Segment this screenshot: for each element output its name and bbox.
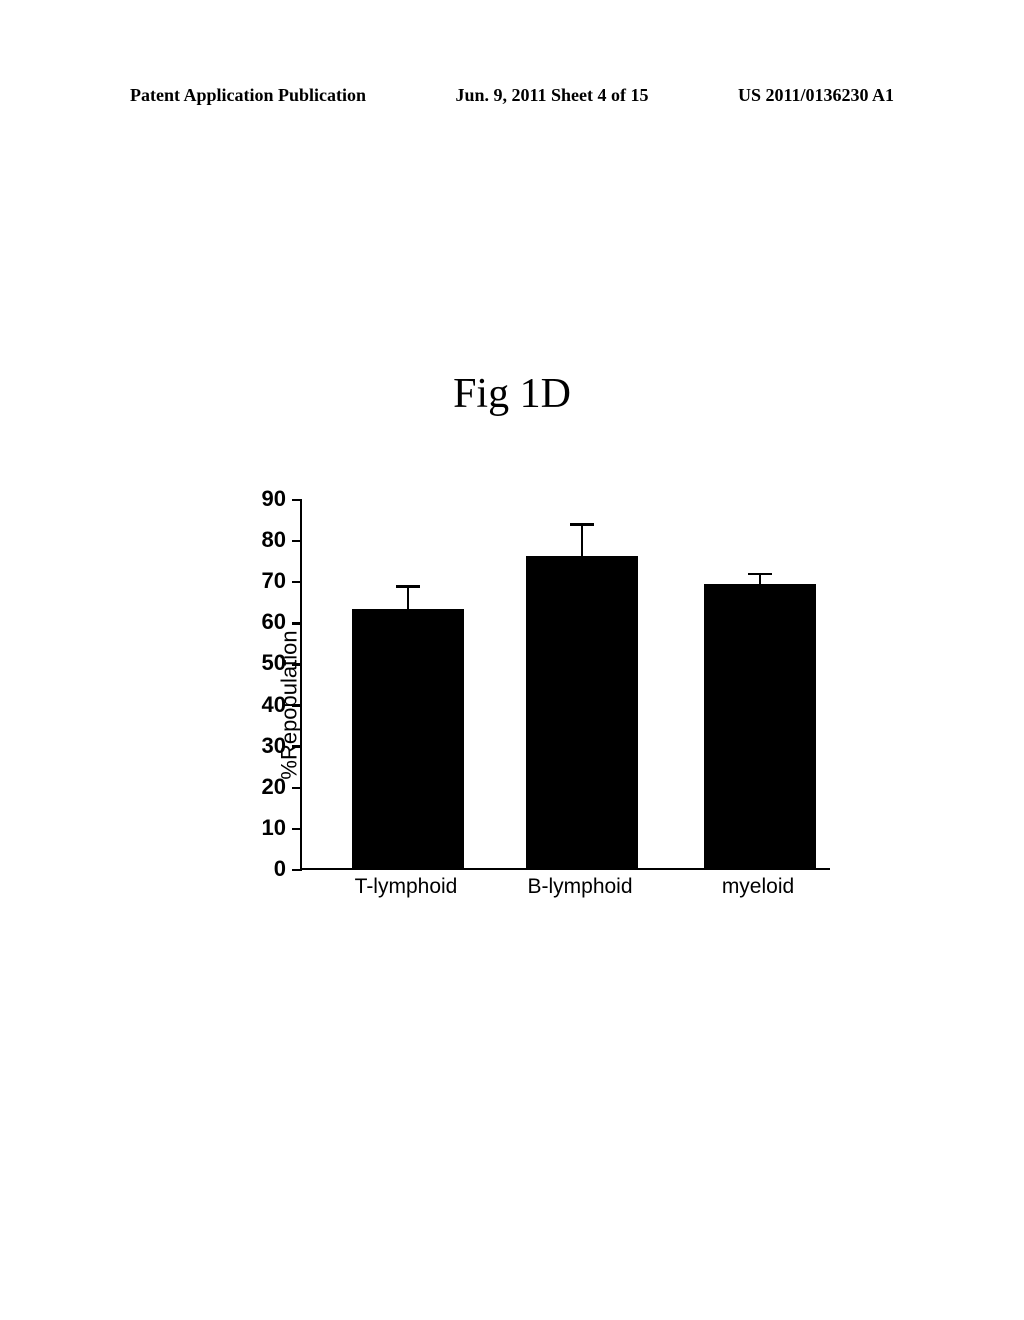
bar — [352, 609, 464, 868]
x-axis-label: myeloid — [722, 875, 794, 899]
y-tick-label: 60 — [262, 609, 286, 635]
repopulation-bar-chart: %Repopulation 0102030405060708090 T-lymp… — [190, 490, 840, 920]
error-bar-cap — [748, 573, 772, 576]
y-tick-mark — [292, 704, 302, 707]
y-tick-mark — [292, 787, 302, 790]
y-tick-label: 10 — [262, 815, 286, 841]
y-tick-label: 20 — [262, 774, 286, 800]
y-tick-label: 80 — [262, 527, 286, 553]
y-tick-mark — [292, 663, 302, 666]
chart-plot-area: 0102030405060708090 — [300, 500, 830, 870]
y-tick-mark — [292, 622, 302, 625]
header-publication-number: US 2011/0136230 A1 — [738, 85, 894, 106]
header-date-sheet: Jun. 9, 2011 Sheet 4 of 15 — [455, 85, 648, 106]
y-tick-mark — [292, 499, 302, 502]
y-tick-mark — [292, 745, 302, 748]
page-header: Patent Application Publication Jun. 9, 2… — [0, 85, 1024, 106]
figure-title: Fig 1D — [453, 370, 571, 418]
header-publication-type: Patent Application Publication — [130, 85, 366, 106]
y-tick-label: 40 — [262, 692, 286, 718]
x-axis-label: B-lymphoid — [527, 875, 632, 899]
y-tick-mark — [292, 581, 302, 584]
y-tick-mark — [292, 869, 302, 872]
bar — [704, 584, 816, 868]
x-axis-label: T-lymphoid — [355, 875, 458, 899]
bar — [526, 556, 638, 868]
error-bar-line — [581, 525, 584, 558]
y-tick-label: 50 — [262, 650, 286, 676]
error-bar-line — [407, 586, 410, 611]
error-bar-cap — [570, 523, 594, 526]
error-bar-line — [759, 574, 762, 586]
y-tick-label: 30 — [262, 733, 286, 759]
y-tick-mark — [292, 828, 302, 831]
error-bar-cap — [396, 585, 420, 588]
y-tick-mark — [292, 540, 302, 543]
y-tick-label: 0 — [274, 856, 286, 882]
y-tick-label: 70 — [262, 568, 286, 594]
y-tick-label: 90 — [262, 486, 286, 512]
